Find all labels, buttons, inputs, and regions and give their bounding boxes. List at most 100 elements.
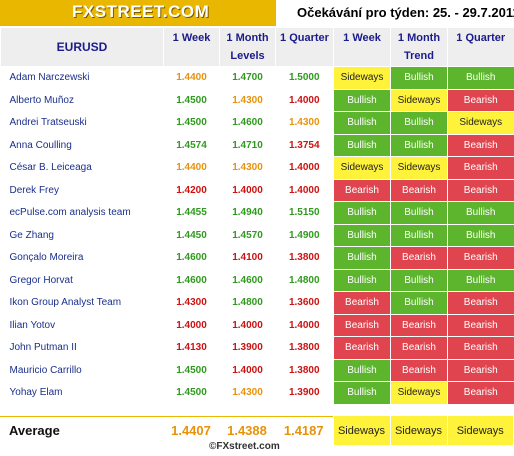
analyst-name: John Putman II bbox=[0, 336, 164, 360]
average-week-trend: Sideways bbox=[332, 416, 390, 445]
level-quarter: 1.3900 bbox=[275, 381, 334, 405]
level-week: 1.4130 bbox=[163, 336, 220, 360]
level-month: 1.4800 bbox=[219, 291, 276, 315]
trend-month: Bullish bbox=[390, 291, 448, 315]
level-quarter: 1.4800 bbox=[275, 269, 334, 292]
level-quarter: 1.3600 bbox=[275, 291, 334, 315]
table-row: Mauricio Carrillo 1.4500 1.4000 1.3800 Bulli… bbox=[0, 359, 514, 382]
analyst-name: Derek Frey bbox=[0, 179, 164, 202]
trend-quarter: Bearish bbox=[447, 314, 514, 337]
trend-week: Bullish bbox=[333, 246, 391, 270]
trend-week: Bullish bbox=[333, 134, 391, 157]
level-month: 1.3900 bbox=[219, 336, 276, 360]
trend-month: Bullish bbox=[390, 66, 448, 90]
trend-month: Bearish bbox=[390, 314, 448, 337]
level-month: 1.4100 bbox=[219, 246, 276, 270]
analyst-name: Andrei Tratseuski bbox=[0, 111, 164, 135]
level-week: 1.4455 bbox=[163, 201, 220, 225]
level-month: 1.4600 bbox=[219, 111, 276, 135]
page-title: Očekávání pro týden: 25. - 29.7.2011 bbox=[297, 5, 514, 20]
trend-month: Sideways bbox=[390, 89, 448, 112]
analyst-name: César B. Leiceaga bbox=[0, 156, 164, 180]
trend-week-header: 1 Week bbox=[333, 28, 391, 67]
average-divider bbox=[0, 416, 513, 417]
level-week: 1.4500 bbox=[163, 381, 220, 405]
level-week: 1.4574 bbox=[163, 134, 220, 157]
forecast-table: EURUSD 1 Week 1 Month Levels 1 Quarter 1 … bbox=[0, 28, 514, 405]
trend-week: Bullish bbox=[333, 111, 391, 135]
trend-quarter: Bullish bbox=[447, 201, 514, 225]
level-quarter: 1.4000 bbox=[275, 156, 334, 180]
level-quarter: 1.4900 bbox=[275, 224, 334, 247]
trend-month: Bullish bbox=[390, 269, 448, 292]
level-month: 1.4000 bbox=[219, 359, 276, 382]
trend-month: Bullish bbox=[390, 111, 448, 135]
level-month: 1.4570 bbox=[219, 224, 276, 247]
table-row: Ikon Group Analyst Team 1.4300 1.4800 1.360… bbox=[0, 291, 514, 315]
level-month: 1.4300 bbox=[219, 156, 276, 180]
level-quarter: 1.4000 bbox=[275, 179, 334, 202]
trend-month: Bearish bbox=[390, 359, 448, 382]
pair-header: EURUSD bbox=[0, 28, 164, 67]
level-quarter: 1.3800 bbox=[275, 359, 334, 382]
trend-month: Bullish bbox=[390, 224, 448, 247]
level-quarter: 1.3800 bbox=[275, 336, 334, 360]
level-month: 1.4940 bbox=[219, 201, 276, 225]
trend-quarter: Bearish bbox=[447, 134, 514, 157]
level-quarter: 1.4000 bbox=[275, 89, 334, 112]
level-week: 1.4450 bbox=[163, 224, 220, 247]
trend-week: Bullish bbox=[333, 201, 391, 225]
average-quarter-trend: Sideways bbox=[446, 416, 513, 445]
trend-week: Sideways bbox=[333, 66, 391, 90]
level-week: 1.4600 bbox=[163, 246, 220, 270]
table-row: Gonçalo Moreira 1.4600 1.4100 1.3800 Bullish… bbox=[0, 246, 514, 270]
trend-quarter: Bullish bbox=[447, 224, 514, 247]
levels-week-header: 1 Week bbox=[163, 28, 220, 67]
trend-month: Bullish bbox=[390, 134, 448, 157]
level-week: 1.4400 bbox=[163, 66, 220, 90]
trend-month-header: 1 Month Trend bbox=[390, 28, 448, 67]
trend-quarter: Bearish bbox=[447, 89, 514, 112]
trend-week: Bearish bbox=[333, 179, 391, 202]
table-row: Andrei Tratseuski 1.4500 1.4600 1.4300 Bulli… bbox=[0, 111, 514, 135]
trend-quarter: Bearish bbox=[447, 291, 514, 315]
copyright-text: ©FXstreet.com bbox=[209, 441, 280, 452]
average-month-trend: Sideways bbox=[389, 416, 447, 445]
level-month: 1.4300 bbox=[219, 381, 276, 405]
analyst-name: Anna Coulling bbox=[0, 134, 164, 157]
trend-quarter: Sideways bbox=[447, 111, 514, 135]
trend-week: Bullish bbox=[333, 269, 391, 292]
level-week: 1.4500 bbox=[163, 111, 220, 135]
fxstreet-logo: FXSTREET.COM bbox=[0, 0, 276, 26]
table-row: Anna Coulling 1.4574 1.4710 1.3754 Bullish Bu… bbox=[0, 134, 514, 157]
level-week: 1.4200 bbox=[163, 179, 220, 202]
level-month: 1.4000 bbox=[219, 179, 276, 202]
analyst-name: Alberto Muñoz bbox=[0, 89, 164, 112]
trend-week: Bullish bbox=[333, 89, 391, 112]
level-quarter: 1.3800 bbox=[275, 246, 334, 270]
average-quarter-level: 1.4187 bbox=[283, 423, 324, 438]
trend-quarter: Bullish bbox=[447, 269, 514, 292]
trend-quarter: Bullish bbox=[447, 66, 514, 90]
level-week: 1.4500 bbox=[163, 89, 220, 112]
analyst-name: Yohay Elam bbox=[0, 381, 164, 405]
trend-month: Bearish bbox=[390, 336, 448, 360]
trend-month: Sideways bbox=[390, 156, 448, 180]
analyst-name: Ikon Group Analyst Team bbox=[0, 291, 164, 315]
analyst-name: Ilian Yotov bbox=[0, 314, 164, 337]
level-week: 1.4000 bbox=[163, 314, 220, 337]
trend-quarter-header: 1 Quarter bbox=[447, 28, 514, 67]
level-quarter: 1.4300 bbox=[275, 111, 334, 135]
trend-quarter: Bearish bbox=[447, 179, 514, 202]
trend-quarter: Bearish bbox=[447, 156, 514, 180]
analyst-name: Gonçalo Moreira bbox=[0, 246, 164, 270]
table-row: César B. Leiceaga 1.4400 1.4300 1.4000 Sidew… bbox=[0, 156, 514, 180]
trend-week: Bearish bbox=[333, 314, 391, 337]
logo-text: FXSTREET.COM bbox=[72, 2, 210, 21]
table-row: Derek Frey 1.4200 1.4000 1.4000 Bearish Beari… bbox=[0, 179, 514, 202]
trend-week: Bullish bbox=[333, 224, 391, 247]
table-row: Alberto Muñoz 1.4500 1.4300 1.4000 Bullish Si… bbox=[0, 89, 514, 112]
trend-quarter: Bearish bbox=[447, 381, 514, 405]
analyst-name: ecPulse.com analysis team bbox=[0, 201, 164, 225]
table-header: EURUSD 1 Week 1 Month Levels 1 Quarter 1 … bbox=[0, 28, 514, 67]
